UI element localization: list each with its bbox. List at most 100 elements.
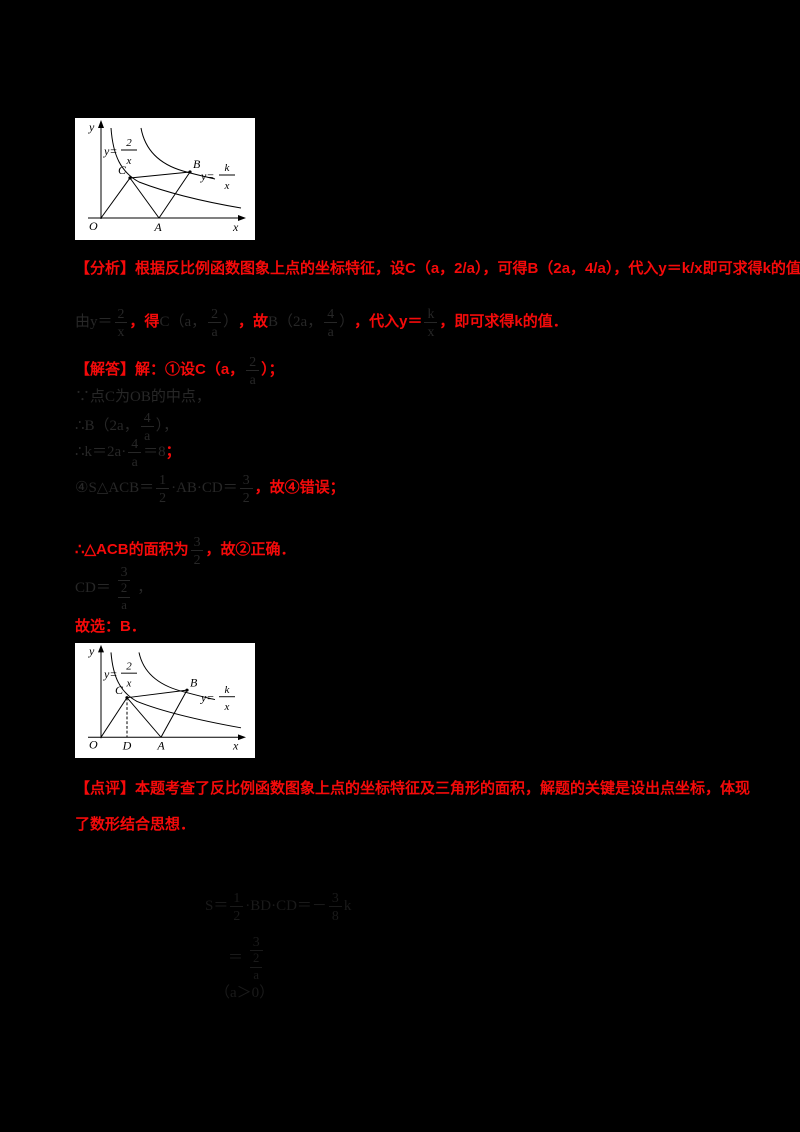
fraction-numerator: 3: [249, 934, 263, 952]
text-line: ＝ 3 2 a: [228, 934, 269, 983]
text-line: 故选：B．: [75, 618, 146, 637]
text-segment: a: [144, 428, 151, 444]
text-segment: 1: [159, 472, 167, 487]
origin-label: O: [89, 219, 98, 233]
text-segment: 4: [143, 410, 151, 425]
fraction-numerator: 2: [208, 306, 222, 324]
text-segment: 2: [193, 552, 201, 568]
svg-text:2: 2: [126, 137, 132, 149]
text-segment: ，即可求得k的值．: [439, 313, 568, 331]
text-segment: a: [253, 968, 259, 983]
triangle-lines: [100, 689, 188, 738]
x-axis-label: x: [232, 220, 239, 234]
text-segment: 3: [331, 890, 339, 905]
text-segment: a: [327, 324, 334, 340]
text-segment: a: [131, 454, 138, 470]
text-line: 【点评】本题考查了反比例函数图象上点的坐标特征及三角形的面积，解题的关键是设出点…: [75, 780, 750, 799]
text-segment: ；: [165, 443, 181, 461]
text-line: ∵点C为OB的中点，: [75, 388, 211, 407]
text-segment: S＝: [205, 898, 229, 915]
x-axis-arrow: [238, 215, 246, 221]
text-line: 【解答】解：①设C（a， 2 a）；: [75, 354, 284, 387]
text-segment: ，故: [238, 313, 269, 331]
fraction-numerator: 2: [114, 306, 128, 324]
text-line: CD＝ 3 2 a，: [75, 564, 152, 613]
label-y-equals-k-over-x: y= k x: [200, 162, 235, 192]
fraction-denominator: a: [250, 968, 262, 983]
text-segment: B（2a，: [268, 314, 323, 331]
text-segment: ，故②正确．: [205, 541, 296, 559]
x-axis-label: x: [232, 740, 239, 753]
axes: [88, 644, 246, 741]
text-segment: ，得: [129, 313, 160, 331]
fraction-numerator: 4: [140, 410, 154, 428]
text-segment: ）: [223, 314, 239, 331]
label-y-equals-k-over-x: y= k x: [200, 684, 235, 713]
text-segment: 了数形结合思想．: [75, 816, 196, 833]
text-segment: ）；: [261, 361, 284, 379]
text-segment: （a＞0）: [215, 985, 275, 1001]
text-segment: 【分析】根据反比例函数图象上点的坐标特征，设C（a，2/a），可得B（2a，4/…: [75, 260, 800, 277]
point-c-label: C: [115, 684, 123, 697]
label-y-equals-2-over-x: y= 2 x: [103, 661, 137, 690]
svg-text:k: k: [225, 162, 231, 174]
fraction-denominator: 2: [156, 489, 169, 505]
text-segment: 2: [159, 490, 167, 506]
point-d-label: D: [122, 740, 132, 753]
text-segment: 3: [242, 472, 250, 487]
text-segment: ，: [137, 580, 153, 597]
fraction-denominator: a: [129, 453, 141, 469]
figure-graph-1: y x O C B A y= 2 x y= k x: [75, 118, 255, 240]
point-b-dot: [185, 688, 189, 692]
fraction-denominator: x: [115, 323, 128, 339]
x-axis-arrow: [238, 734, 246, 741]
y-axis-label: y: [88, 646, 95, 659]
point-b-label: B: [190, 677, 197, 690]
text-segment: 2: [249, 354, 257, 369]
text-segment: ∴k＝2a·: [75, 444, 127, 461]
text-line: ∴B（2a， 4 a），: [75, 410, 178, 443]
text-segment: ·AB·CD＝: [171, 480, 238, 497]
curve-y-2-over-x: [110, 127, 242, 209]
svg-text:x: x: [126, 678, 132, 690]
text-line: ∴△ACB的面积为 3 2 ，故②正确．: [75, 534, 296, 567]
text-line: 【分析】根据反比例函数图象上点的坐标特征，设C（a，2/a），可得B（2a，4/…: [75, 260, 800, 279]
figure-graph-2: y x O C B D A y= 2 x y= k x: [75, 643, 255, 758]
point-c-dot: [128, 176, 132, 180]
fraction-denominator: a: [325, 323, 337, 339]
text-segment: ∴B（2a，: [75, 418, 139, 435]
text-segment: ＝: [228, 950, 244, 967]
fraction-denominator: a: [141, 427, 153, 443]
svg-text:x: x: [224, 701, 230, 713]
text-line: 由y＝ 2 x ，得 C（a， 2 a），故 B（2a， 4 a），代入y＝ k x ，即可求得k的值．: [75, 306, 568, 339]
fraction-numerator: 4: [324, 306, 338, 324]
text-line: （a＞0）: [215, 984, 274, 1003]
y-axis-arrow: [98, 120, 104, 128]
text-segment: 3: [120, 564, 128, 579]
text-segment: ）: [339, 314, 355, 331]
text-segment: ，代入y＝: [354, 313, 423, 331]
text-segment: 3: [252, 934, 260, 949]
fraction-denominator: a: [247, 371, 259, 387]
fraction-numerator: k: [424, 306, 438, 324]
svg-text:y=: y=: [200, 169, 214, 183]
text-segment: 2: [233, 908, 241, 924]
svg-text:y=: y=: [103, 144, 117, 158]
fraction-numerator: 4: [128, 436, 142, 454]
text-segment: ④S△ACB＝: [75, 480, 155, 497]
text-segment: 2: [120, 581, 128, 596]
point-c-dot: [125, 696, 129, 700]
fraction-denominator: x: [424, 323, 437, 339]
text-segment: 4: [327, 306, 335, 321]
fraction-denominator: 8: [329, 907, 342, 923]
fraction-denominator: 2: [230, 907, 243, 923]
